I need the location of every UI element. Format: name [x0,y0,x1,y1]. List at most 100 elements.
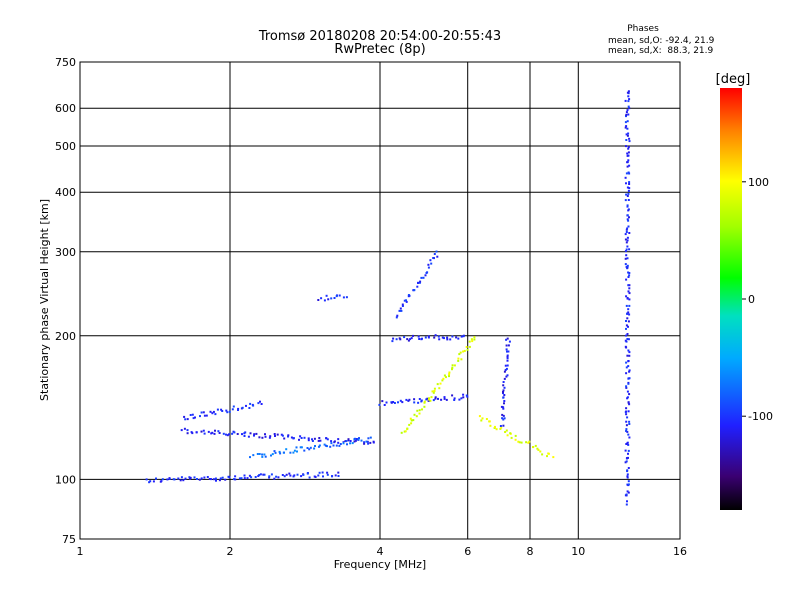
data-point [625,133,628,136]
data-point [345,296,348,299]
data-point [289,474,292,477]
data-point [287,435,289,438]
data-point [346,443,348,446]
data-point [211,412,214,415]
data-point [628,420,631,423]
data-point [628,164,631,167]
phase-stats-title: Phases [627,24,659,34]
data-point [628,393,631,396]
data-point [628,107,631,110]
data-point [299,435,302,438]
data-point [210,478,212,481]
data-point [326,471,329,474]
data-point [489,424,492,427]
data-point [625,372,628,375]
data-point [627,219,630,222]
data-point [451,364,454,367]
data-point [330,442,333,445]
data-point [321,471,324,474]
data-point [459,351,462,354]
data-point [408,398,411,401]
data-point [502,424,505,427]
data-point [400,431,403,434]
data-point [502,389,505,392]
data-point [406,338,409,341]
data-point [465,394,468,397]
data-point [427,335,430,338]
data-point [506,350,508,353]
data-point [625,334,628,337]
data-point [412,334,414,337]
data-point [283,437,286,440]
data-point [261,453,264,456]
data-point [441,336,444,339]
data-point [408,423,411,426]
data-point [349,442,352,445]
data-point [627,271,630,274]
chart-subtitle: RwPretec (8p) [334,42,425,57]
data-point [628,187,631,190]
data-point [628,98,631,101]
data-point [624,126,627,129]
data-point [478,415,481,418]
data-point [274,451,277,454]
data-point [191,413,194,416]
data-point [195,431,198,434]
data-point [628,140,631,143]
data-point [337,441,340,444]
data-point [625,115,627,118]
data-point [504,364,507,367]
data-point [466,348,469,351]
data-point [628,287,631,290]
data-point [627,225,630,228]
data-point [626,390,629,393]
data-point [495,428,498,431]
data-points [145,90,631,506]
data-point [227,475,230,478]
data-point [418,281,421,284]
x-tick-label: 8 [527,545,534,558]
data-point [503,377,506,380]
data-point [210,432,213,435]
x-tick-label: 4 [377,545,384,558]
data-point [244,431,247,434]
y-tick-label: 200 [55,330,76,343]
data-point [628,274,631,277]
data-point [502,392,504,395]
colorbar-label: [deg] [716,72,751,87]
data-point [628,377,631,380]
data-point [324,444,327,447]
data-point [337,438,340,441]
data-point [627,433,630,436]
data-point [177,477,180,480]
data-point [186,432,189,435]
data-point [226,411,229,414]
data-point [355,438,358,440]
data-point [445,398,448,401]
x-tick-label: 1 [77,545,84,558]
data-point [625,139,628,141]
data-point [233,478,235,481]
data-point [308,448,311,451]
data-point [145,478,148,481]
data-point [462,335,465,338]
data-point [517,440,520,443]
data-point [363,441,366,444]
data-point [460,335,463,338]
data-point [258,474,261,476]
data-point [627,483,630,486]
data-point [626,338,629,340]
data-point [500,405,503,408]
data-point [275,475,278,478]
data-point [473,338,476,341]
data-point [216,408,219,411]
data-point [200,411,203,414]
data-point [424,274,427,277]
data-point [212,478,215,481]
data-point [505,375,508,378]
data-point [446,338,449,341]
data-point [248,407,251,409]
data-point [443,397,446,400]
data-point [458,398,461,401]
data-point [506,357,509,360]
